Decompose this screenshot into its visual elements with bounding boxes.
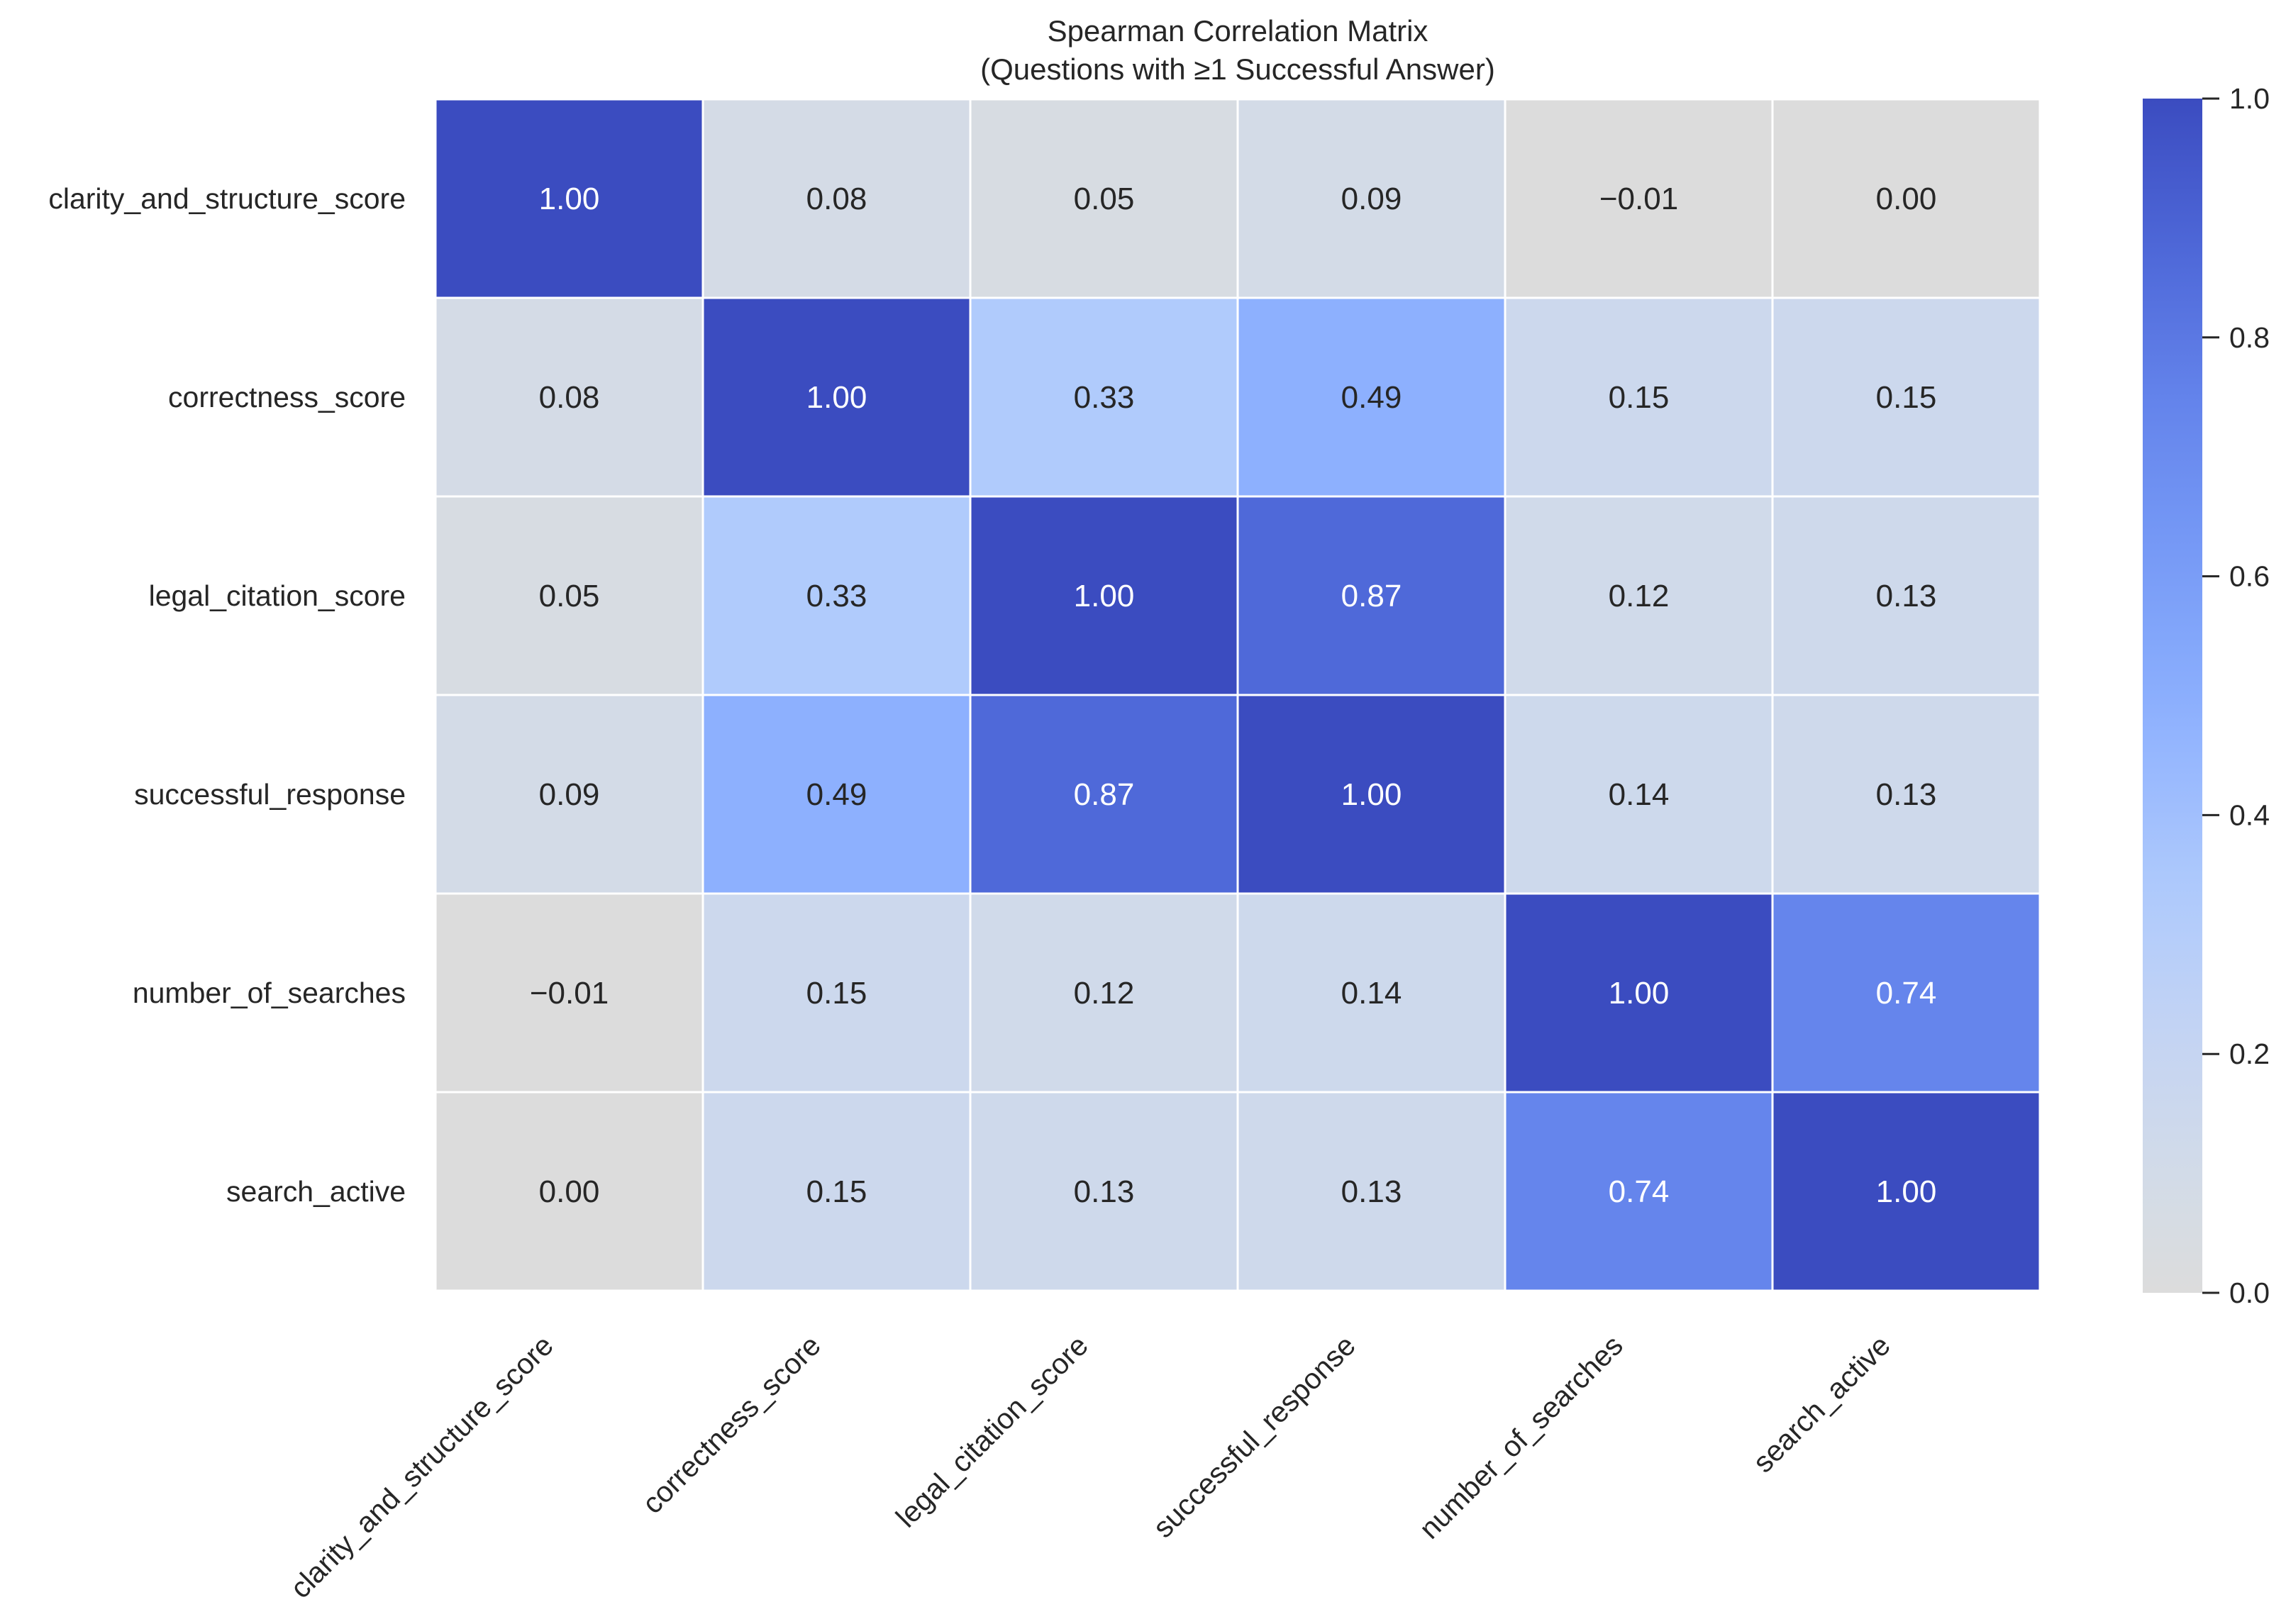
colorbar-tick-label: 0.2 [2229, 1038, 2270, 1070]
cell-value-label: 0.13 [1074, 1174, 1135, 1209]
colorbar: 0.0 0.2 0.4 0.6 0.8 1.0 [2143, 82, 2270, 1309]
cell-value-label: 0.00 [539, 1174, 600, 1209]
cell-value-label: 1.00 [806, 380, 867, 415]
row-label: correctness_score [168, 381, 406, 413]
heatmap-cell [1504, 892, 1774, 1094]
heatmap-cells: 1.00 0.08 0.05 0.09 −0.01 0.00 0.08 1.00 0.33 0.4… [434, 98, 2041, 1292]
cell-value-label: −0.01 [530, 976, 609, 1011]
cell-value-label: 0.13 [1341, 1174, 1402, 1209]
cell-value-label: −0.01 [1599, 182, 1678, 216]
heatmap-cell [1771, 694, 2041, 895]
cell-value-label: 0.15 [1876, 380, 1937, 415]
heatmap-cell [434, 495, 704, 696]
heatmap-cell [1771, 1091, 2041, 1292]
heatmap-cell [1504, 694, 1774, 895]
cell-value-label: 0.05 [539, 579, 600, 613]
cell-value-label: 0.49 [806, 777, 867, 812]
cell-value-label: 0.74 [1876, 976, 1937, 1011]
heatmap-cell [701, 296, 972, 498]
heatmap-cell [434, 892, 704, 1094]
row-label: legal_citation_score [149, 579, 406, 612]
cell-value-label: 0.14 [1341, 976, 1402, 1011]
cell-value-label: 1.00 [1341, 777, 1402, 812]
cell-value-label: 1.00 [1074, 579, 1135, 613]
column-label: search_active [1746, 1329, 1896, 1479]
cell-value-label: 1.00 [539, 182, 600, 216]
heatmap-cell [434, 1091, 704, 1292]
heatmap-cell [1236, 296, 1507, 498]
cell-value-label: 0.74 [1609, 1174, 1670, 1209]
column-label: successful_response [1147, 1329, 1362, 1544]
heatmap-cell [969, 495, 1239, 696]
cell-value-label: 0.13 [1876, 777, 1937, 812]
heatmap-cell [701, 98, 972, 299]
colorbar-gradient [2143, 99, 2202, 1293]
heatmap-cell [701, 495, 972, 696]
cell-value-label: 0.15 [1609, 380, 1670, 415]
colorbar-tick-label: 0.4 [2229, 799, 2270, 831]
heatmap-cell [1236, 495, 1507, 696]
heatmap-cell [1504, 1091, 1774, 1292]
heatmap-cell [1236, 1091, 1507, 1292]
heatmap-cell [1236, 694, 1507, 895]
row-label: clarity_and_structure_score [48, 182, 406, 215]
heatmap-cell [1771, 98, 2041, 299]
row-label: number_of_searches [133, 977, 406, 1009]
cell-value-label: 0.33 [806, 579, 867, 613]
cell-value-label: 0.05 [1074, 182, 1135, 216]
column-label: clarity_and_structure_score [284, 1329, 560, 1605]
cell-value-label: 0.15 [806, 1174, 867, 1209]
colorbar-tick-label: 0.6 [2229, 560, 2270, 593]
cell-value-label: 0.08 [539, 380, 600, 415]
colorbar-tick-label: 0.0 [2229, 1277, 2270, 1309]
heatmap-cell [1771, 892, 2041, 1094]
heatmap-cell [969, 98, 1239, 299]
cell-value-label: 0.33 [1074, 380, 1135, 415]
chart-title: Spearman Correlation Matrix [1048, 14, 1428, 48]
heatmap-cell [434, 694, 704, 895]
row-label: search_active [226, 1175, 406, 1208]
cell-value-label: 0.15 [806, 976, 867, 1011]
cell-value-label: 0.87 [1341, 579, 1402, 613]
chart-subtitle: (Questions with ≥1 Successful Answer) [980, 52, 1495, 86]
cell-value-label: 0.08 [806, 182, 867, 216]
cell-value-label: 0.00 [1876, 182, 1937, 216]
heatmap-cell [1236, 892, 1507, 1094]
heatmap-cell [969, 892, 1239, 1094]
heatmap-cell [969, 694, 1239, 895]
cell-value-label: 0.12 [1609, 579, 1670, 613]
cell-value-label: 0.49 [1341, 380, 1402, 415]
row-label: successful_response [134, 778, 406, 811]
heatmap-cell [1504, 98, 1774, 299]
heatmap-cell [1504, 495, 1774, 696]
heatmap-cell [1771, 296, 2041, 498]
column-label: number_of_searches [1413, 1329, 1629, 1545]
heatmap-cell [701, 694, 972, 895]
colorbar-tick-label: 0.8 [2229, 321, 2270, 354]
column-label: correctness_score [636, 1329, 826, 1520]
cell-value-label: 0.12 [1074, 976, 1135, 1011]
cell-value-label: 0.14 [1609, 777, 1670, 812]
colorbar-tick-label: 1.0 [2229, 82, 2270, 115]
heatmap-cell [434, 98, 704, 299]
row-labels: clarity_and_structure_score correctness_s… [48, 182, 406, 1208]
cell-value-label: 0.87 [1074, 777, 1135, 812]
heatmap-cell [1236, 98, 1507, 299]
cell-value-label: 0.09 [539, 777, 600, 812]
cell-value-label: 1.00 [1609, 976, 1670, 1011]
cell-value-label: 0.13 [1876, 579, 1937, 613]
column-labels: clarity_and_structure_score correctness_s… [284, 1329, 1897, 1605]
heatmap-cell [1771, 495, 2041, 696]
cell-value-label: 0.09 [1341, 182, 1402, 216]
cell-value-label: 1.00 [1876, 1174, 1937, 1209]
column-label: legal_citation_score [889, 1329, 1094, 1534]
